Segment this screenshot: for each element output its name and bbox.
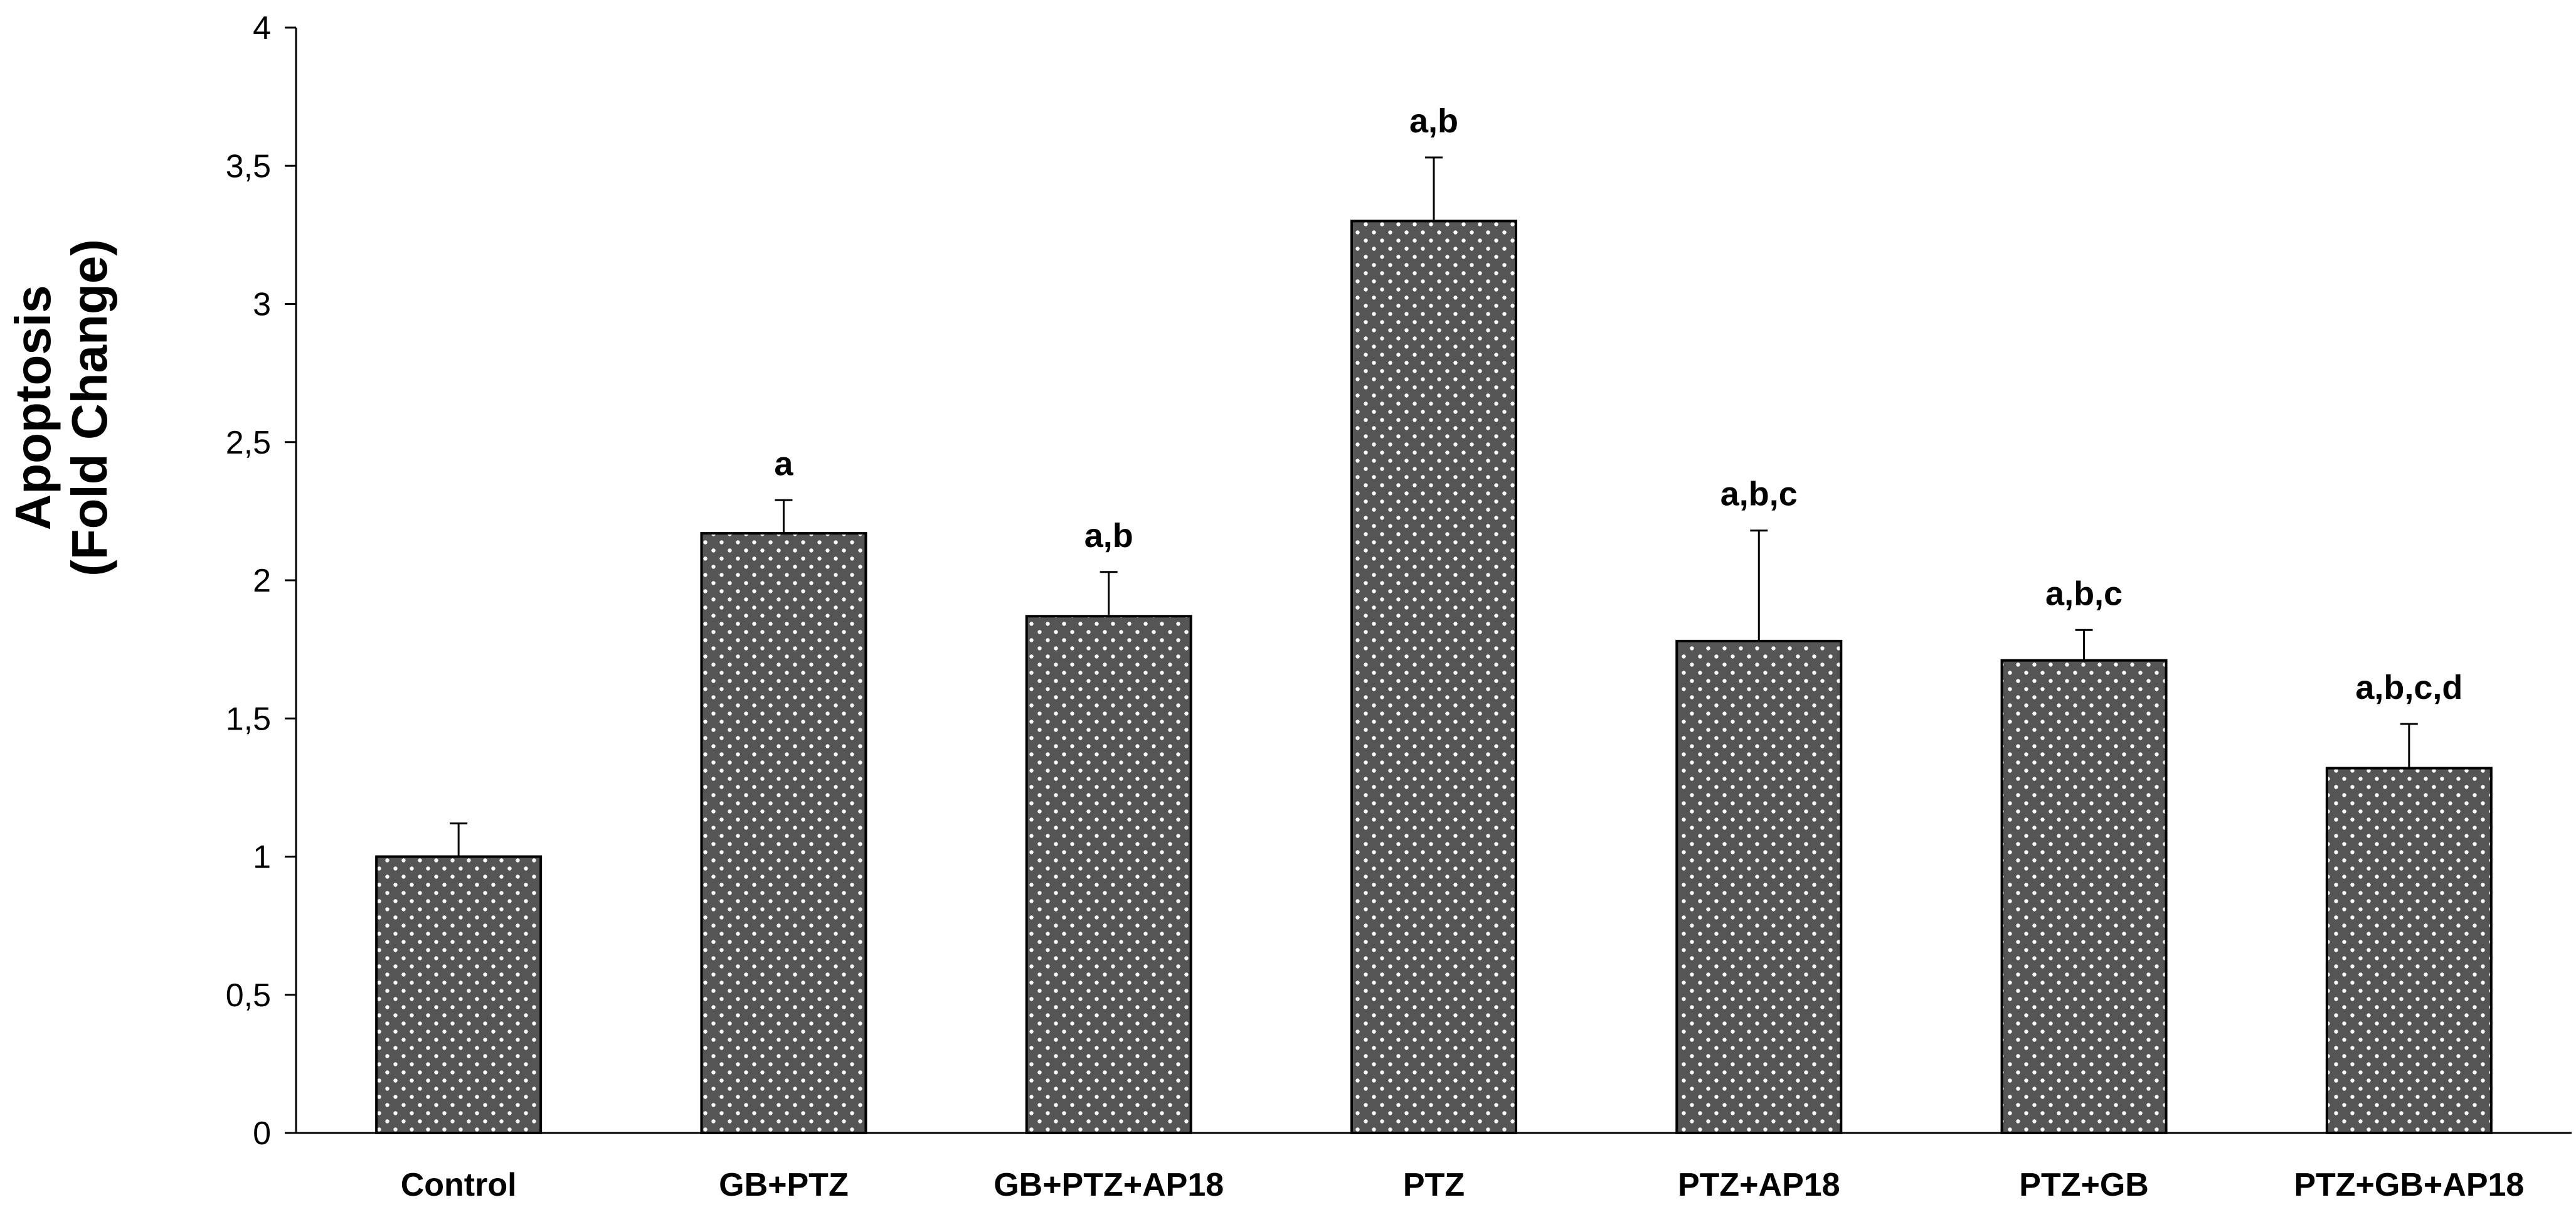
x-tick-label: PTZ — [1403, 1167, 1465, 1203]
y-tick-label: 3 — [253, 287, 271, 323]
bar — [2325, 767, 2493, 1135]
y-tick-label: 0,5 — [226, 977, 271, 1014]
y-tick-label: 2,5 — [226, 425, 271, 461]
x-tick-label: PTZ+AP18 — [1678, 1167, 1840, 1203]
x-tick-label: PTZ+GB+AP18 — [2294, 1167, 2524, 1203]
y-axis-title-line2: (Fold Change) — [61, 239, 117, 577]
significance-label: a,b,c — [2045, 575, 2123, 612]
bar — [375, 855, 543, 1134]
y-tick-label: 4 — [253, 10, 271, 46]
plot-area: 0 0,5 1 1,5 2 2,5 3 3,5 4 Control a GB+PTZ a,b GB+PTZ… — [226, 10, 2572, 1203]
y-tick-label: 2 — [253, 563, 271, 599]
y-tick-label: 3,5 — [226, 148, 271, 184]
significance-label: a,b,c — [1720, 476, 1798, 513]
bar — [2000, 659, 2168, 1134]
x-tick-label: GB+PTZ — [719, 1167, 849, 1203]
significance-label: a — [774, 445, 793, 482]
x-tick-label: Control — [401, 1167, 517, 1203]
significance-label: a,b,c,d — [2355, 669, 2462, 706]
y-tick-label: 1,5 — [226, 701, 271, 737]
x-tick-label: PTZ+GB — [2019, 1167, 2149, 1203]
bar — [1350, 220, 1517, 1135]
significance-label: a,b — [1084, 517, 1133, 555]
significance-label: a,b — [1409, 102, 1458, 140]
y-tick-label: 0 — [253, 1115, 271, 1152]
y-tick-label: 1 — [253, 839, 271, 876]
bar — [1025, 615, 1192, 1134]
y-axis-title: Apoptosis (Fold Change) — [5, 239, 117, 577]
y-axis-title-line1: Apoptosis — [5, 285, 61, 530]
x-tick-label: GB+PTZ+AP18 — [994, 1167, 1224, 1203]
bar — [1675, 639, 1843, 1134]
bar — [700, 532, 867, 1134]
